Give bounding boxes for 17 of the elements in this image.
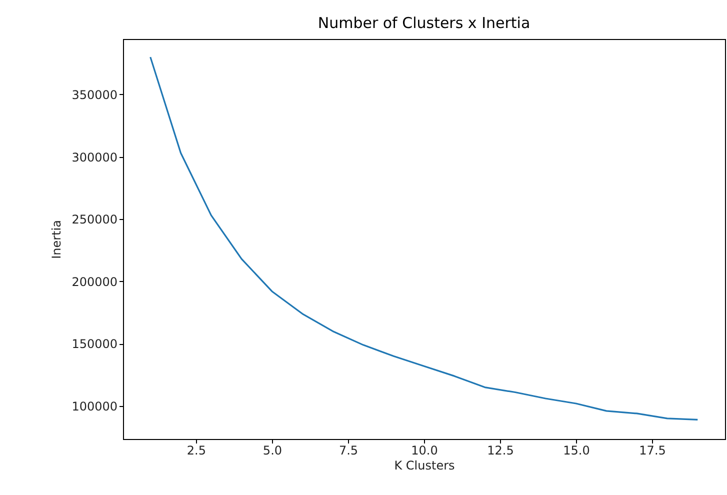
x-tick-label: 2.5 bbox=[186, 444, 206, 458]
x-tick-label: 17.5 bbox=[639, 444, 666, 458]
chart-title: Number of Clusters x Inertia bbox=[318, 14, 530, 32]
line-series bbox=[150, 56, 698, 420]
y-tick-label: 200000 bbox=[72, 274, 118, 289]
y-axis-title: Inertia bbox=[50, 220, 64, 259]
y-tick-label: 300000 bbox=[72, 150, 118, 164]
x-tick-label: 15.0 bbox=[563, 444, 590, 458]
y-tick-label: 350000 bbox=[72, 88, 118, 102]
y-tick-label: 150000 bbox=[72, 337, 118, 352]
x-axis-title: K Clusters bbox=[394, 458, 455, 472]
y-tick-label: 250000 bbox=[72, 212, 118, 227]
x-tick-label: 10.0 bbox=[411, 444, 438, 458]
y-tick-label: 100000 bbox=[72, 399, 118, 414]
x-tick-label: 7.5 bbox=[338, 444, 358, 458]
x-tick-label: 12.5 bbox=[487, 444, 514, 458]
x-tick-label: 5.0 bbox=[262, 444, 282, 458]
